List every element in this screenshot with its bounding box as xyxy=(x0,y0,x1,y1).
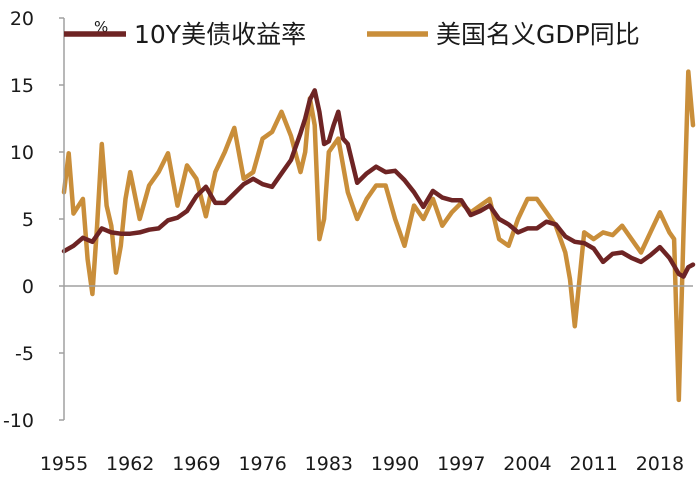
y-tick-label: 5 xyxy=(22,209,34,231)
legend-label-1: 美国名义GDP同比 xyxy=(436,20,640,49)
x-tick-label: 1997 xyxy=(437,453,485,475)
x-tick-label: 1976 xyxy=(238,453,286,475)
x-tick-label: 1955 xyxy=(40,453,88,475)
legend-label-0: 10Y美债收益率 xyxy=(134,20,306,49)
y-tick-label: 20 xyxy=(10,8,34,30)
series-layer xyxy=(61,69,696,403)
y-tick-label: 15 xyxy=(10,75,34,97)
x-axis-ticks: 1955 1962 1969 1976 1983 1990 1997 2004 2011 2018 xyxy=(40,453,684,475)
y-tick-label: -5 xyxy=(15,343,34,365)
x-tick-label: 2018 xyxy=(636,453,684,475)
x-tick-label: 1983 xyxy=(305,453,353,475)
x-tick-label: 1969 xyxy=(172,453,220,475)
y-tick-label: 0 xyxy=(22,276,34,298)
series-line-0 xyxy=(61,88,696,279)
x-tick-label: 2004 xyxy=(503,453,551,475)
y-axis-ticks: 20 15 10 5 0 -5 -10 xyxy=(3,8,64,432)
x-tick-label: 1962 xyxy=(106,453,154,475)
series-line-1 xyxy=(61,69,696,403)
legend: 10Y美债收益率 美国名义GDP同比 xyxy=(64,20,640,49)
y-tick-label: -10 xyxy=(3,410,34,432)
x-tick-label: 1990 xyxy=(371,453,419,475)
x-tick-label: 2011 xyxy=(570,453,618,475)
y-tick-label: 10 xyxy=(10,142,34,164)
